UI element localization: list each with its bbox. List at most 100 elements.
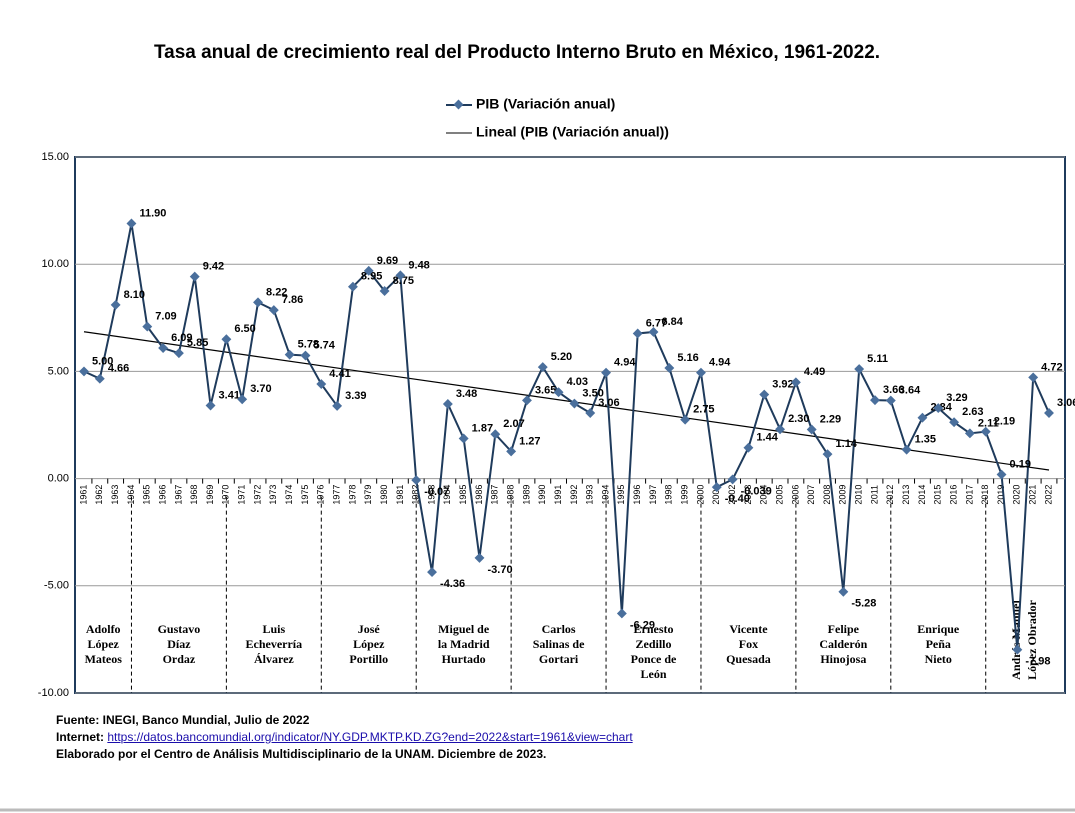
- point: [221, 334, 232, 345]
- data-label: 2.11: [978, 417, 999, 429]
- data-label: 6.77: [646, 317, 667, 329]
- data-label: 5.74: [313, 339, 335, 351]
- data-label: 4.94: [614, 357, 636, 369]
- x-tick-label: 2002: [727, 485, 737, 505]
- period-label: Díaz: [167, 637, 191, 651]
- data-label: 4.41: [329, 368, 350, 380]
- data-label: 2.63: [962, 406, 983, 418]
- period-label: López Obrador: [1025, 599, 1039, 679]
- data-label: 8.10: [124, 289, 145, 301]
- data-label: 5.20: [551, 351, 572, 363]
- period-label: Ordaz: [163, 652, 196, 666]
- point: [996, 469, 1007, 480]
- point: [964, 428, 975, 439]
- point: [537, 362, 548, 373]
- data-label: 6.09: [171, 332, 192, 344]
- data-label: 2.07: [503, 418, 524, 430]
- point: [363, 265, 374, 276]
- point: [585, 408, 596, 418]
- period-label: Álvarez: [254, 652, 294, 666]
- point: [759, 389, 770, 400]
- x-tick-label: 2017: [964, 485, 974, 505]
- point: [347, 281, 358, 292]
- period-label: la Madrid: [438, 637, 490, 651]
- x-tick-label: 2021: [1028, 485, 1038, 505]
- x-tick-label: 1970: [221, 485, 231, 505]
- plot-frame: [74, 156, 1066, 694]
- period-label: Adolfo: [86, 622, 121, 636]
- point: [885, 395, 896, 406]
- data-label: 1.14: [836, 438, 858, 450]
- point: [775, 424, 786, 435]
- point: [1028, 372, 1039, 383]
- x-tick-label: 2000: [695, 485, 705, 505]
- link[interactable]: https://datos.bancomundial.org/indicator…: [107, 730, 633, 744]
- x-tick-label: 1972: [252, 485, 262, 505]
- x-tick-label: 2016: [948, 485, 958, 505]
- point: [616, 608, 627, 619]
- data-label: 8.22: [266, 286, 287, 298]
- point: [300, 350, 311, 361]
- internet-label: Internet:: [56, 730, 104, 744]
- data-label: 8.95: [361, 271, 382, 283]
- point: [379, 286, 390, 296]
- point: [569, 398, 580, 409]
- y-tick-label: -10.00: [38, 687, 69, 699]
- point: [917, 412, 928, 423]
- point: [870, 395, 880, 406]
- data-label: 4.94: [709, 357, 731, 369]
- point: [1044, 408, 1054, 418]
- credit: Elaborado por el Centro de Análisis Mult…: [56, 747, 547, 761]
- x-tick-label: 1968: [189, 485, 199, 505]
- x-tick-label: 1981: [395, 485, 405, 505]
- x-tick-label: 2020: [1012, 485, 1022, 505]
- x-tick-label: 1964: [126, 485, 136, 505]
- data-label: 7.86: [282, 294, 303, 306]
- data-label: 5.11: [867, 353, 888, 365]
- x-tick-label: 1988: [506, 485, 516, 505]
- x-tick-label: 1982: [411, 485, 421, 505]
- x-tick-label: 1983: [426, 485, 436, 505]
- x-tick-label: 1999: [680, 485, 690, 505]
- period-label: Calderón: [819, 637, 867, 651]
- period-label: Luis: [262, 622, 285, 636]
- point: [158, 343, 169, 353]
- data-label: 6.84: [662, 316, 684, 328]
- point: [696, 367, 706, 378]
- x-tick-label: 1996: [632, 485, 642, 505]
- data-label: 3.92: [772, 378, 793, 390]
- point: [680, 414, 691, 425]
- point: [316, 379, 327, 389]
- point: [711, 482, 722, 493]
- point: [110, 299, 121, 310]
- point: [173, 348, 184, 359]
- point: [1012, 644, 1023, 655]
- x-tick-label: 2005: [774, 485, 784, 505]
- period-label: Echeverría: [246, 637, 303, 651]
- x-tick-label: 2007: [806, 485, 816, 505]
- point: [79, 366, 89, 377]
- data-label: 1.35: [915, 434, 936, 446]
- data-label: -0.07: [424, 486, 449, 498]
- data-label: 3.65: [535, 384, 556, 396]
- period-label: Mateos: [85, 652, 123, 666]
- period-label: Quesada: [726, 652, 771, 666]
- x-tick-label: 2003: [743, 485, 753, 505]
- data-label: 2.30: [788, 413, 809, 425]
- point: [411, 475, 422, 486]
- x-tick-label: 1984: [442, 485, 452, 505]
- x-tick-label: 1980: [379, 485, 389, 505]
- source: Fuente: INEGI, Banco Mundial, Julio de 2…: [56, 713, 310, 727]
- data-label: 3.50: [582, 387, 603, 399]
- point: [790, 377, 801, 388]
- period-label: López: [353, 637, 385, 651]
- x-tick-label: 1978: [347, 485, 357, 505]
- data-label: 11.90: [139, 207, 166, 219]
- data-label: -6.29: [630, 619, 655, 631]
- period-label: Fox: [739, 637, 758, 651]
- x-tick-label: 1985: [458, 485, 468, 505]
- x-tick-label: 1994: [600, 485, 610, 505]
- data-label: 1.44: [756, 432, 778, 444]
- period-label: Hurtado: [442, 652, 486, 666]
